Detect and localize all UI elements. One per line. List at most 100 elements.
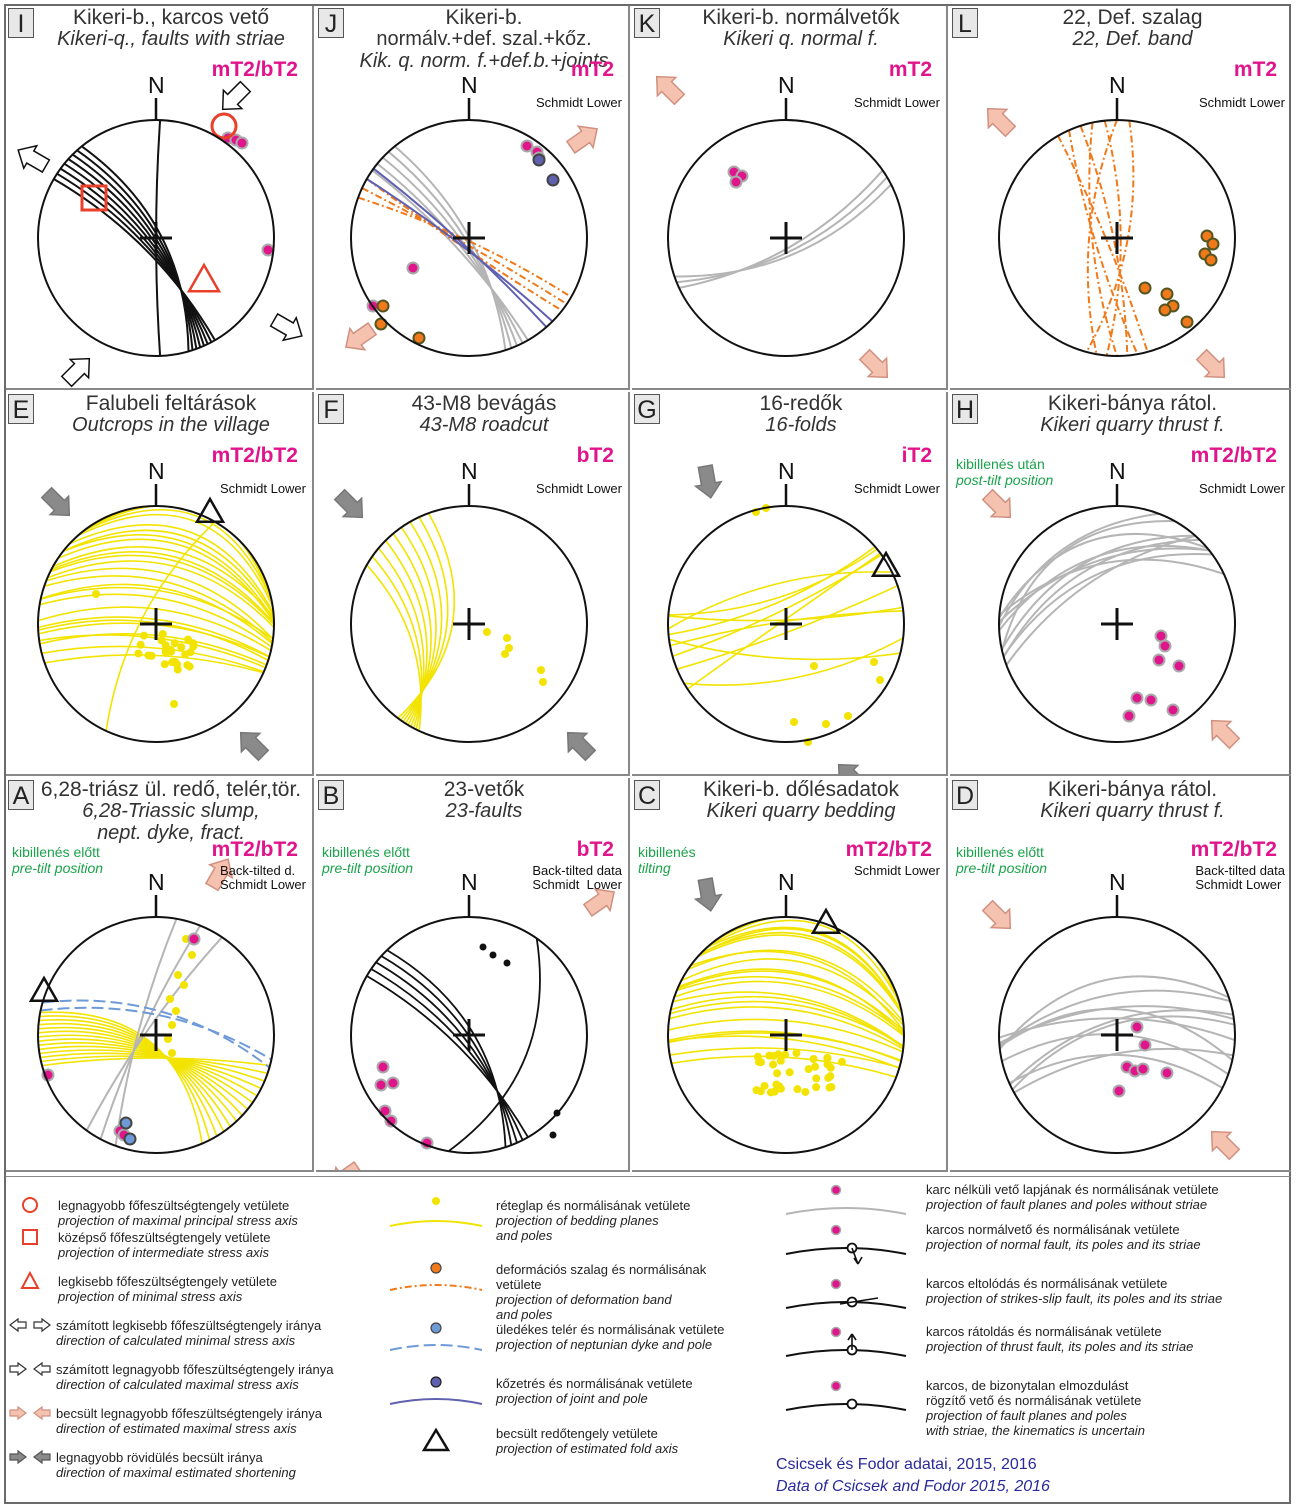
bedding-plane (38, 1030, 238, 1122)
normal-sense-arrow (851, 1247, 863, 1265)
credit-en: Data of Csicsek and Fodor 2015, 2016 (776, 1478, 1050, 1495)
north-label: N (778, 72, 795, 98)
bedding-plane (38, 1022, 225, 1133)
outward-arrows-icon (9, 1317, 51, 1333)
unstriated-fault-plane (394, 145, 507, 351)
legend-en: projection of fault planes and poles wit… (926, 1197, 1208, 1212)
band-pole (1204, 253, 1218, 267)
unstriated-fault-plane (1001, 520, 1175, 651)
estimated-max-arrow-shape (565, 125, 599, 154)
legend-en: direction of estimated maximal stress ax… (56, 1421, 297, 1436)
stereonet-circle (667, 916, 905, 1154)
shortening-arrow-shape (40, 486, 71, 517)
strike-slip-icon (785, 1301, 907, 1309)
projection-label: Back-tilted data Schmidt Lower (1195, 863, 1285, 892)
bedding-pole (503, 634, 511, 642)
dyke-plane (40, 1006, 272, 1061)
bedding-pole (793, 1085, 802, 1094)
shortening-arrow (566, 731, 597, 762)
thrust-sense-arrow (847, 1333, 857, 1350)
deformation-band-plane (1086, 120, 1118, 355)
panel-letter: E (8, 394, 34, 424)
panel-l: L 22, Def. szalag 22, Def. band mT2 Schmidt … (950, 6, 1291, 390)
panel-letter: L (952, 8, 978, 38)
bedding-pole (166, 995, 174, 1003)
estimated-max-arrow (330, 1161, 364, 1170)
circle-icon (22, 1197, 38, 1213)
bedding-pole (766, 1088, 775, 1097)
striated-fault-plane (366, 975, 529, 1138)
legend-hu: számított legnagyobb főfeszültségtengely… (56, 1362, 334, 1377)
bedding-icon (432, 1197, 440, 1205)
bedding-pole (164, 1035, 172, 1043)
pole-dot (1152, 653, 1166, 667)
triangle-icon (20, 1270, 40, 1289)
stereonet-svg (17, 80, 303, 388)
bedding-pole (170, 639, 179, 648)
bedding-plane (677, 968, 904, 1036)
bedding-plane (677, 970, 904, 1032)
bedding-plane (40, 583, 273, 645)
north-label: N (1109, 72, 1126, 98)
tectonic-phase-label: mT2 (1233, 58, 1277, 81)
unstriated-fault-plane (371, 169, 529, 341)
stereonet-svg (37, 484, 275, 762)
outward-arrows-icon-right (33, 1317, 51, 1333)
panel-title-en: normálv.+def. szal.+kőz. (376, 28, 592, 50)
unstriated-fault-plane (1005, 534, 1196, 666)
dyke-plane (42, 999, 271, 1069)
bedding-pole (804, 1065, 813, 1074)
net-contents (1057, 120, 1149, 356)
bedding-plane (670, 995, 904, 1049)
legend-svg (6, 1176, 1291, 1465)
square-icon (22, 1229, 38, 1245)
legend-hu: becsült legnagyobb főfeszültségtengely i… (56, 1406, 322, 1421)
unstriated-fault-plane (1011, 1015, 1235, 1091)
shortening-arrow-shape (837, 763, 868, 774)
panel-title-en: Outcrops in the village (72, 414, 270, 436)
legend-entry-text: legkisebb főfeszültségtengely vetülete pr… (58, 1274, 277, 1304)
net-contents (999, 975, 1235, 1094)
legend-entry-text: karcos, de bizonytalan elmozdulást rögzít… (926, 1378, 1145, 1438)
panel-letter: F (318, 394, 344, 424)
figure-frame (4, 4, 1291, 1504)
projection-label: Schmidt Lower (854, 95, 940, 110)
pink-arrows-icon (9, 1405, 51, 1421)
deformation-band-plane (1085, 120, 1135, 353)
unstriated-fault-plane (85, 936, 223, 1131)
unstriated-fault-plane (999, 512, 1160, 627)
tectonic-phase-label: mT2/bT2 (1190, 838, 1277, 861)
legend-en: projection of maximal principal stress a… (58, 1213, 298, 1228)
deformation-band-plane (366, 178, 563, 312)
unstriated-fault-plane (999, 975, 1230, 1050)
stereonet-svg (28, 858, 275, 1154)
net-contents (674, 169, 892, 289)
panel-title-en: Kikeri q. normal f. (723, 28, 879, 50)
estimated-max-arrow (565, 125, 599, 154)
panel-letter: G (634, 394, 660, 424)
north-label: N (461, 458, 478, 484)
stereonet-circle (37, 119, 275, 357)
calc-min-arrow (269, 312, 303, 342)
panel-title-en: 43-M8 roadcut (419, 414, 549, 436)
fault-plane (76, 149, 194, 351)
bedding-pole (870, 658, 878, 666)
uncertain-fault-icon (785, 1403, 907, 1411)
pole-dot (261, 243, 275, 257)
inward-arrows-icon (9, 1361, 51, 1377)
panel-h: H Kikeri-bánya rátol. Kikeri quarry thrust… (950, 392, 1291, 776)
pole-dot (1172, 659, 1186, 673)
bedding-plane (687, 552, 881, 690)
band-pole (374, 317, 388, 331)
bedding-pole (483, 628, 491, 636)
joint-pole (546, 173, 560, 187)
bedding-pole (801, 1087, 810, 1096)
bedding-plane (676, 975, 904, 1035)
band-pole (376, 299, 390, 313)
projection-label: Schmidt Lower (1199, 481, 1285, 496)
unstriated-fault-plane (1013, 1047, 1234, 1094)
projection-label: Schmidt Lower (536, 95, 622, 110)
unstriated-fault-plane (674, 183, 892, 278)
legend-hu: legnagyobb rövidülés becsült iránya (56, 1450, 263, 1465)
bedding-plane (674, 980, 904, 1037)
